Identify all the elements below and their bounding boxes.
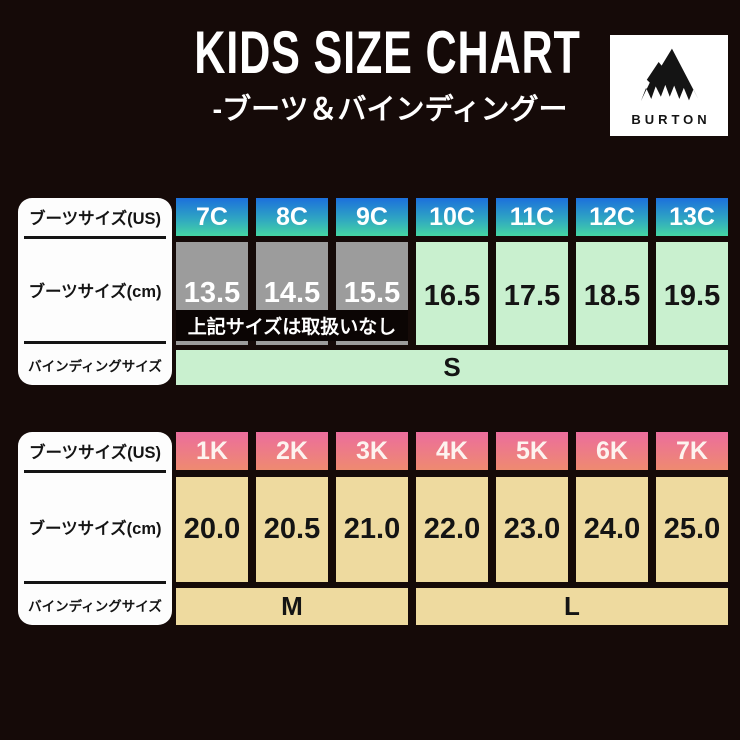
us-size-cell: 13C (656, 198, 728, 236)
us-size-cell: 4K (416, 432, 488, 470)
us-size-cell: 3K (336, 432, 408, 470)
cm-size-cell: 17.5 (496, 242, 568, 345)
size-label-binding: バインディングサイズ (28, 598, 162, 614)
us-size-cell: 7K (656, 432, 728, 470)
burton-logo: BURTON (610, 35, 728, 136)
unavailable-note: 上記サイズは取扱いなし (176, 310, 408, 341)
panel-divider (24, 341, 166, 344)
table1-label-panel: ブーツサイズ(US) ブーツサイズ(cm) バインディングサイズ (18, 198, 172, 385)
panel-divider (24, 581, 166, 584)
cm-size-cell: 23.0 (496, 477, 568, 582)
page-title-text: KIDS SIZE CHART (194, 19, 582, 87)
us-size-cell: 9C (336, 198, 408, 236)
us-size-cell: 2K (256, 432, 328, 470)
size-label-cm: ブーツサイズ(cm) (28, 520, 162, 538)
cm-size-cell: 20.0 (176, 477, 248, 582)
binding-size-m: M (176, 588, 408, 625)
cm-size-cell: 16.5 (416, 242, 488, 345)
cm-size-cell: 18.5 (576, 242, 648, 345)
cm-size-cell: 19.5 (656, 242, 728, 345)
table1-us-size-row: 7C 8C 9C 10C 11C 12C 13C (176, 198, 728, 236)
us-size-cell: 12C (576, 198, 648, 236)
binding-size-s: S (176, 350, 728, 385)
size-label-binding: バインディングサイズ (28, 358, 162, 374)
cm-size-cell: 21.0 (336, 477, 408, 582)
burton-mountain-icon (640, 48, 699, 102)
cm-size-cell: 22.0 (416, 477, 488, 582)
table2-label-panel: ブーツサイズ(US) ブーツサイズ(cm) バインディングサイズ (18, 432, 172, 625)
table2-cm-size-row: 20.0 20.5 21.0 22.0 23.0 24.0 25.0 (176, 477, 728, 582)
us-size-cell: 8C (256, 198, 328, 236)
panel-divider (24, 470, 166, 473)
us-size-cell: 10C (416, 198, 488, 236)
size-label-us: ブーツサイズ(US) (28, 210, 162, 228)
cm-size-cell: 25.0 (656, 477, 728, 582)
us-size-cell: 6K (576, 432, 648, 470)
binding-size-l: L (416, 588, 728, 625)
panel-divider (24, 236, 166, 239)
cm-size-cell: 24.0 (576, 477, 648, 582)
page-title: KIDS SIZE CHART (18, 19, 740, 86)
cm-size-cell: 20.5 (256, 477, 328, 582)
page-subtitle: -ブーツ＆バインディングー (212, 94, 568, 126)
table2-us-size-row: 1K 2K 3K 4K 5K 6K 7K (176, 432, 728, 470)
us-size-cell: 5K (496, 432, 568, 470)
us-size-cell: 11C (496, 198, 568, 236)
size-label-us: ブーツサイズ(US) (28, 444, 162, 462)
us-size-cell: 1K (176, 432, 248, 470)
size-label-cm: ブーツサイズ(cm) (28, 283, 162, 301)
brand-name: BURTON (631, 112, 711, 127)
us-size-cell: 7C (176, 198, 248, 236)
